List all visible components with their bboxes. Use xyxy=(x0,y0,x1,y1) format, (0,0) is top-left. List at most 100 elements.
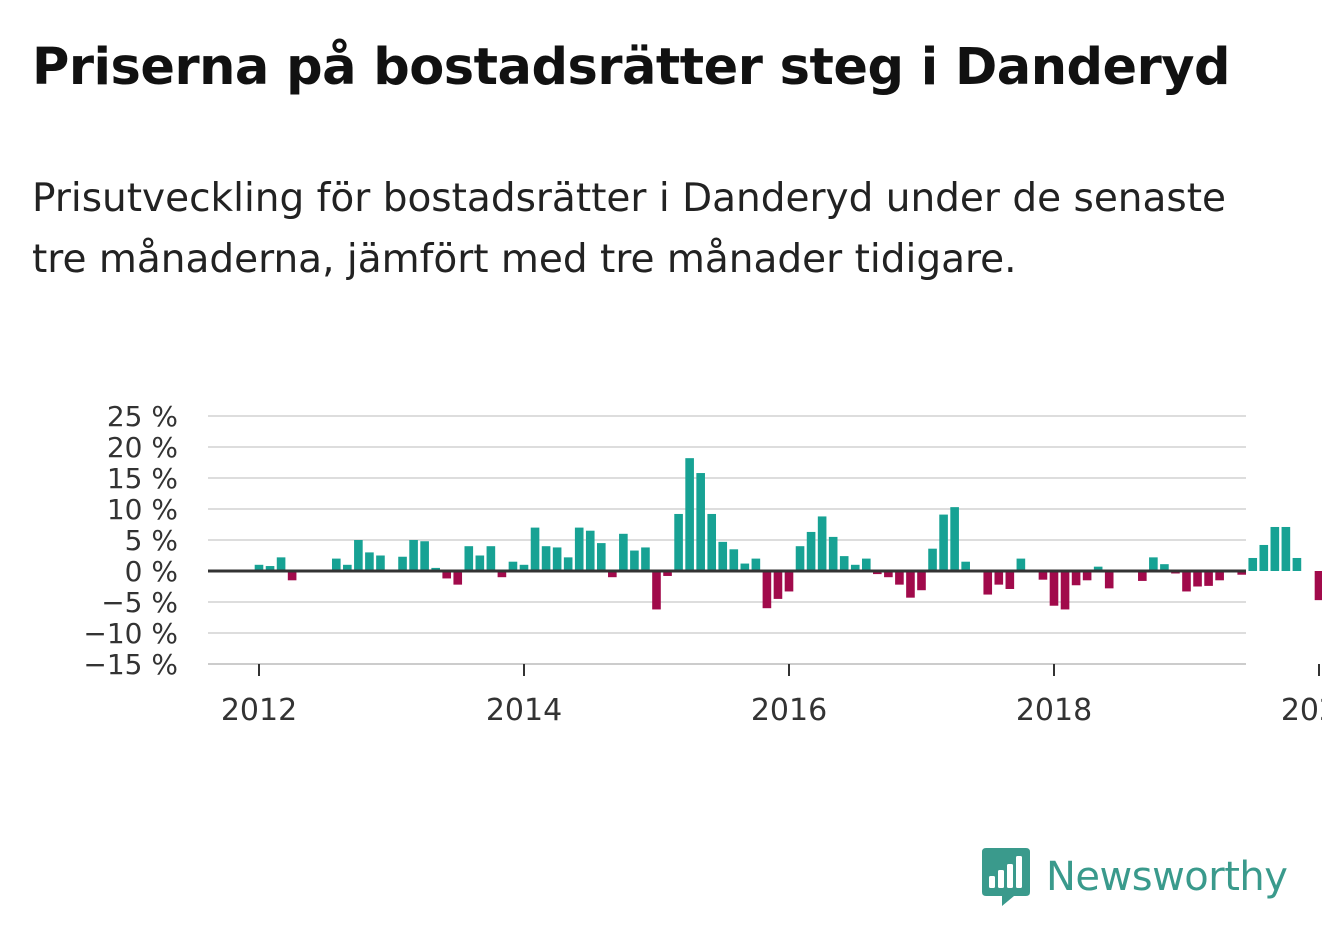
bar xyxy=(817,516,827,571)
y-tick-label: 0 % xyxy=(125,555,178,588)
bar xyxy=(1182,571,1191,592)
bar xyxy=(376,555,385,571)
bar xyxy=(1138,571,1147,581)
bar xyxy=(873,571,882,575)
x-tick-label: 2016 xyxy=(751,693,827,728)
bar xyxy=(596,543,606,571)
bar xyxy=(563,557,573,571)
bar xyxy=(950,507,959,571)
bar xyxy=(795,546,805,571)
bar xyxy=(1049,571,1059,606)
bar xyxy=(1237,571,1247,575)
y-tick-label: 20 % xyxy=(107,431,178,464)
bar xyxy=(1259,544,1269,571)
bar xyxy=(552,547,562,571)
bar xyxy=(762,571,772,609)
bar xyxy=(254,564,264,571)
bar xyxy=(331,558,341,571)
bar xyxy=(343,564,352,571)
bar xyxy=(585,530,595,571)
bar xyxy=(420,541,429,571)
x-tick-label: 2018 xyxy=(1016,693,1092,728)
newsworthy-logo-text: Newsworthy xyxy=(1046,854,1288,900)
bar xyxy=(663,571,672,576)
bar xyxy=(608,571,617,578)
y-tick-label: 5 % xyxy=(125,524,178,557)
bar xyxy=(861,558,871,571)
bar xyxy=(1104,571,1114,589)
bar xyxy=(574,527,584,571)
bar xyxy=(519,564,529,571)
bar xyxy=(1204,571,1213,586)
bar xyxy=(1160,564,1169,571)
bar xyxy=(707,513,717,571)
bar xyxy=(530,527,540,571)
bar xyxy=(1270,526,1280,571)
bar xyxy=(1016,558,1026,571)
bar xyxy=(674,513,683,571)
chart-subtitle: Prisutveckling för bostadsrätter i Dande… xyxy=(32,176,1227,282)
bar xyxy=(619,533,628,571)
bar xyxy=(1281,526,1291,571)
bar xyxy=(806,531,816,571)
bar xyxy=(718,541,728,571)
bar xyxy=(354,540,363,571)
bar xyxy=(453,571,463,585)
bar xyxy=(917,571,926,591)
bar xyxy=(839,556,849,571)
x-tick-label: 2014 xyxy=(486,693,562,728)
bar xyxy=(1314,571,1322,601)
bar xyxy=(475,555,485,571)
bar xyxy=(1082,571,1092,581)
x-axis: 20122014201620182020202220242026 xyxy=(208,663,1322,728)
bar xyxy=(365,552,374,571)
y-axis: 25 %20 %15 %10 %5 %0 %−5 %−10 %−15 % xyxy=(83,400,178,681)
bar xyxy=(983,571,993,595)
bar xyxy=(784,571,794,592)
bar xyxy=(939,514,948,571)
bar xyxy=(961,561,970,571)
bars xyxy=(254,458,1322,610)
x-tick-label: 2012 xyxy=(221,693,297,728)
bar xyxy=(287,571,297,581)
bar xyxy=(276,557,286,571)
bar xyxy=(1005,571,1015,589)
y-tick-label: −5 % xyxy=(101,586,178,619)
newsworthy-logo-icon xyxy=(982,848,1030,906)
bar xyxy=(1093,566,1103,571)
bar xyxy=(751,558,761,571)
y-tick-label: 15 % xyxy=(107,462,178,495)
bar xyxy=(884,571,893,578)
bar-chart: 25 %20 %15 %10 %5 %0 %−5 %−10 %−15 % 201… xyxy=(83,400,1322,728)
bar xyxy=(994,571,1004,585)
bar xyxy=(850,564,860,571)
y-tick-label: −10 % xyxy=(83,617,178,650)
bar xyxy=(630,550,639,571)
bar xyxy=(1248,557,1258,571)
bar xyxy=(486,546,496,571)
bar xyxy=(541,546,551,571)
bar xyxy=(1149,557,1158,571)
bar xyxy=(1071,571,1081,586)
bar xyxy=(442,571,452,579)
chart-title: Priserna på bostadsrätter steg i Dandery… xyxy=(32,38,1231,97)
bar xyxy=(265,566,275,571)
bar xyxy=(1038,571,1048,580)
x-tick-label: 2020 xyxy=(1281,693,1322,728)
bar xyxy=(497,571,507,578)
bar xyxy=(1215,571,1224,581)
bar xyxy=(906,571,915,598)
bar xyxy=(1292,557,1302,571)
y-tick-label: 10 % xyxy=(107,493,178,526)
bar xyxy=(431,567,440,571)
bar xyxy=(652,571,661,610)
bar xyxy=(409,540,418,571)
bar xyxy=(464,546,474,571)
bar xyxy=(696,473,705,571)
bar xyxy=(508,561,518,571)
bar xyxy=(1193,571,1202,587)
y-tick-label: −15 % xyxy=(83,648,178,681)
bar xyxy=(895,571,904,585)
newsworthy-logo: Newsworthy xyxy=(980,846,1288,908)
bar xyxy=(740,563,750,571)
